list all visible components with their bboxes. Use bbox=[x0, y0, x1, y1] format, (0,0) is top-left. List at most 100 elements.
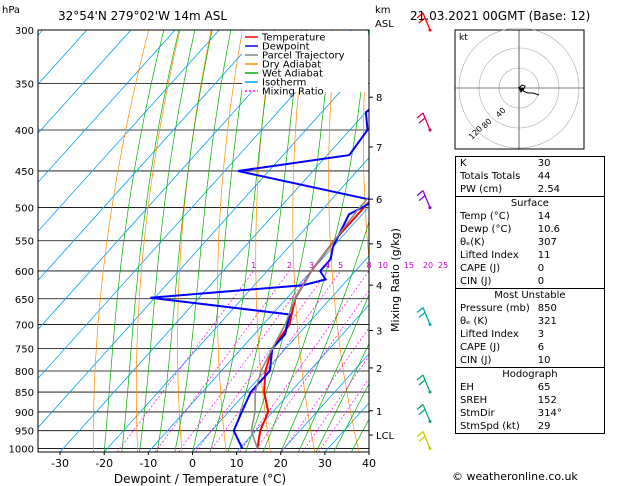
wind-barb-shaft bbox=[422, 404, 431, 422]
wet-adiabat bbox=[192, 30, 253, 452]
surface-row-value: 14 bbox=[537, 211, 551, 222]
surface-row-value: 0 bbox=[537, 263, 545, 274]
hodograph: kt 40 80 120 bbox=[454, 27, 585, 150]
dewpoint-line bbox=[150, 108, 369, 449]
mixing-ratio-labels: 1 2 3 4 5 8 10 15 20 25 bbox=[251, 261, 448, 270]
most-unstable-title: Most Unstable bbox=[494, 290, 566, 301]
isotherm bbox=[38, 30, 220, 232]
surface-row-label: CAPE (J) bbox=[460, 263, 501, 274]
isotherm bbox=[38, 30, 176, 183]
totals-value: 44 bbox=[537, 171, 551, 182]
location-label: 32°54'N 279°02'W 14m ASL bbox=[58, 9, 227, 23]
surface-title: Surface bbox=[510, 198, 549, 209]
wind-barb-flag bbox=[416, 431, 424, 438]
temperature-tick-label: 0 bbox=[189, 457, 196, 470]
temperature-tick-label: 10 bbox=[230, 457, 244, 470]
pressure-axis: 300 350 400 450 500 550 600 650 700 750 800 850 900 9… bbox=[9, 26, 34, 456]
datetime-label: 21.03.2021 00GMT (Base: 12) bbox=[410, 9, 590, 23]
height-tick-label: LCL bbox=[376, 431, 395, 442]
k-index-label: K bbox=[460, 158, 467, 169]
asl-unit: ASL bbox=[375, 19, 394, 30]
temperature-tick-label: 20 bbox=[274, 457, 288, 470]
pressure-tick-label: 900 bbox=[15, 408, 34, 419]
wind-barb-flag bbox=[418, 117, 426, 124]
wet-adiabat bbox=[262, 30, 369, 452]
totals-label: Totals Totals bbox=[460, 171, 521, 182]
wind-barb-base bbox=[428, 419, 432, 423]
isotherm bbox=[38, 59, 369, 429]
pressure-tick-label: 300 bbox=[15, 26, 34, 37]
mixing-ratio-label: 2 bbox=[287, 261, 292, 270]
temperature-tick-label: 40 bbox=[362, 457, 376, 470]
isotherm bbox=[103, 157, 369, 452]
isotherm bbox=[38, 30, 352, 380]
km-unit: km bbox=[375, 5, 391, 16]
hodo-row-value: 152 bbox=[537, 395, 557, 406]
pressure-tick-label: 1000 bbox=[9, 445, 34, 456]
legend-item-label: Mixing Ratio bbox=[262, 87, 324, 98]
profile-lines bbox=[150, 108, 369, 449]
legend-item-label: Dry Adiabat bbox=[262, 60, 321, 71]
height-tick-label: 1 bbox=[376, 407, 382, 418]
pressure-tick-label: 450 bbox=[15, 167, 34, 178]
plot-frame bbox=[37, 29, 370, 453]
k-index-value: 30 bbox=[537, 158, 551, 169]
parcel-trajectory-line bbox=[250, 195, 369, 449]
mixing-ratio-line bbox=[117, 270, 254, 452]
pw-label: PW (cm) bbox=[460, 184, 503, 195]
pw-value: 2.54 bbox=[537, 184, 561, 195]
mixing-ratio-line bbox=[154, 270, 290, 452]
mixing-ratio-line bbox=[209, 270, 341, 452]
mu-row-value: 6 bbox=[537, 342, 545, 353]
wind-barb-flag bbox=[418, 379, 426, 386]
dry-adiabat bbox=[328, 30, 360, 452]
mixing-ratio-line bbox=[253, 289, 369, 452]
wind-barb-base bbox=[428, 28, 432, 32]
isotherm bbox=[280, 353, 369, 452]
indices-panel: K 30 Totals Totals 44 PW (cm) 2.54 Surface … bbox=[455, 156, 605, 434]
mu-row-value: 321 bbox=[537, 316, 557, 327]
mixing-ratio-line bbox=[195, 270, 329, 452]
dry-adiabat bbox=[135, 30, 181, 452]
wind-barb-flag bbox=[418, 195, 426, 202]
legend-item-label: Isotherm bbox=[262, 78, 306, 89]
wind-barb-shaft bbox=[422, 374, 431, 393]
pressure-tick-label: 950 bbox=[15, 427, 34, 438]
mixing-ratio-label: 1 bbox=[251, 261, 256, 270]
isotherm bbox=[148, 206, 369, 452]
mixing-ratio-label: 3 bbox=[309, 261, 314, 270]
wet-adiabat bbox=[139, 30, 196, 452]
wind-barb-flag bbox=[418, 17, 426, 24]
mu-row-label: CAPE (J) bbox=[460, 342, 501, 353]
height-tick-label: 8 bbox=[376, 93, 382, 104]
storm-motion-marker bbox=[518, 87, 524, 93]
height-tick-label: 3 bbox=[376, 326, 382, 337]
height-tick-label: 7 bbox=[376, 143, 382, 154]
pressure-tick-label: 800 bbox=[15, 367, 34, 378]
mixing-ratio-axis-label: Mixing Ratio (g/kg) bbox=[389, 228, 402, 332]
wind-barb-base bbox=[428, 206, 432, 210]
wind-barb-flag bbox=[416, 190, 424, 197]
legend-item-label: Wet Adiabat bbox=[262, 69, 323, 80]
legend-item-label: Parcel Trajectory bbox=[262, 51, 345, 62]
wet-adiabat bbox=[174, 30, 232, 452]
temperature-tick-label: -30 bbox=[51, 457, 69, 470]
wind-barb-flag bbox=[416, 307, 424, 314]
wind-barb-flag bbox=[416, 12, 424, 19]
mixing-ratio-label: 20 bbox=[423, 261, 433, 270]
x-axis-label: Dewpoint / Temperature (°C) bbox=[114, 472, 286, 486]
hodograph-kt-label: kt bbox=[459, 33, 468, 43]
mu-row-label: Lifted Index bbox=[460, 329, 519, 340]
height-axis: 8 7 6 5 4 3 2 1 LCL bbox=[369, 93, 395, 442]
hodo-row-value: 314° bbox=[537, 408, 562, 419]
legend-item-label: Temperature bbox=[261, 33, 325, 44]
surface-row-value: 11 bbox=[537, 250, 551, 261]
mu-row-label: θₑ (K) bbox=[460, 316, 488, 327]
wet-adiabat bbox=[333, 383, 369, 452]
isotherm bbox=[38, 30, 308, 331]
temperature-tick-label: 30 bbox=[318, 457, 332, 470]
wind-barb-base bbox=[428, 128, 432, 132]
wind-barb-flag bbox=[416, 112, 424, 119]
